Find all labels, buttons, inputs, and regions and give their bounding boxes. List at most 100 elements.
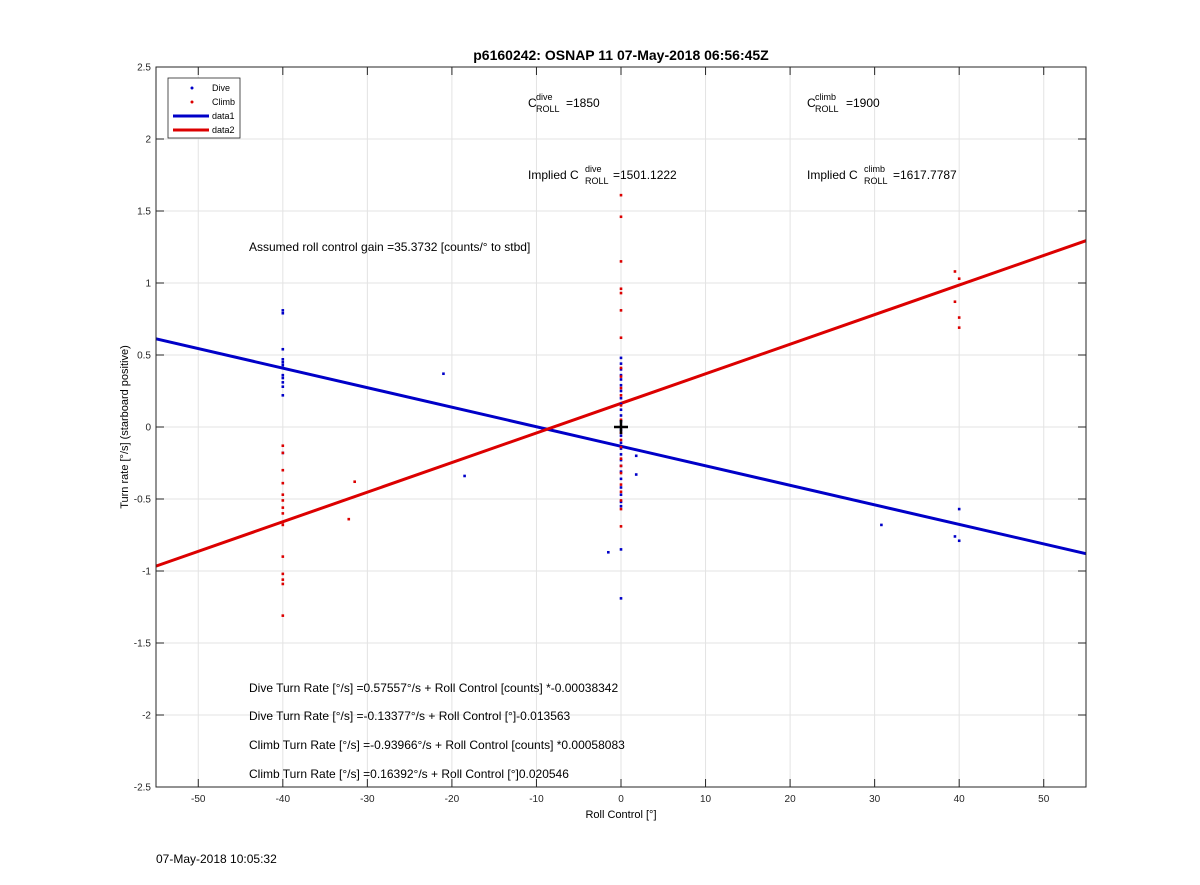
x-tick-label: -40 xyxy=(276,794,291,805)
dive-point xyxy=(619,597,623,600)
x-tick-label: -10 xyxy=(529,794,544,805)
legend-data2-label: data2 xyxy=(212,125,235,135)
climb-point xyxy=(619,438,623,442)
climb-point xyxy=(953,300,957,304)
legend-climb-label: Climb xyxy=(212,97,235,107)
dive-point xyxy=(634,473,638,476)
climb-point xyxy=(619,394,623,397)
x-tick-label: 0 xyxy=(618,794,624,805)
climb-point xyxy=(957,326,961,329)
climb-point xyxy=(619,445,623,449)
x-axis-label: Roll Control [°] xyxy=(585,809,656,821)
dive-point xyxy=(619,470,623,473)
implied-c-roll-dive-annotation: Implied C dive ROLL =1501.1222 xyxy=(528,164,677,186)
c-roll-climb-value: =1900 xyxy=(846,96,880,110)
x-tick-label: -30 xyxy=(360,794,375,805)
dive-point xyxy=(619,458,623,462)
legend-climb-marker xyxy=(190,100,194,104)
implied-dive-sub: ROLL xyxy=(585,176,609,186)
dive-point xyxy=(619,414,623,417)
y-tick-label: 0.5 xyxy=(137,351,151,362)
climb-point xyxy=(619,375,623,378)
dive-point xyxy=(619,493,623,496)
climb-point xyxy=(957,316,961,319)
climb-point xyxy=(281,451,285,455)
c-roll-dive-base: C xyxy=(528,96,537,110)
c-roll-dive-annotation: Cdive ROLL =1850 xyxy=(528,92,600,114)
climb-point xyxy=(281,468,285,472)
y-tick-label: -1 xyxy=(142,567,151,578)
climb-point xyxy=(953,270,957,273)
climb-point xyxy=(619,483,623,486)
climb-point xyxy=(347,517,351,521)
dive-point xyxy=(619,434,623,437)
dive-point xyxy=(619,362,623,365)
c-roll-dive-value: =1850 xyxy=(566,96,600,110)
dive-point xyxy=(880,523,883,527)
climb-point xyxy=(619,336,623,340)
climb-point xyxy=(619,490,623,494)
y-ticks: -2.5 -2 -1.5 -1 -0.5 0 0.5 1 1.5 2 2.5 xyxy=(134,63,1086,794)
legend: Dive Climb data1 data2 xyxy=(167,77,241,139)
implied-climb-value: =1617.7787 xyxy=(893,168,957,182)
dive-degrees-equation: Dive Turn Rate [°/s] =-0.13377°/s + Roll… xyxy=(249,709,571,723)
print-timestamp: 07-May-2018 10:05:32 xyxy=(156,852,277,866)
dive-counts-equation: Dive Turn Rate [°/s] =0.57557°/s + Roll … xyxy=(249,681,618,695)
climb-point xyxy=(619,525,623,528)
y-tick-label: -2.5 xyxy=(134,783,152,794)
legend-dive-marker xyxy=(190,86,194,90)
dive-point xyxy=(634,454,638,458)
implied-dive-sup: dive xyxy=(585,164,602,174)
dive-point xyxy=(281,381,285,384)
climb-point xyxy=(281,582,285,586)
c-roll-climb-sup: climb xyxy=(815,92,836,102)
legend-data1-label: data1 xyxy=(212,111,235,121)
y-tick-label: 1 xyxy=(145,279,151,290)
climb-point xyxy=(619,404,623,407)
dive-point xyxy=(619,453,623,456)
dive-point xyxy=(442,372,445,376)
climb-point xyxy=(619,471,623,475)
dive-point xyxy=(281,363,285,367)
dive-point xyxy=(281,385,285,388)
climb-degrees-equation: Climb Turn Rate [°/s] =0.16392°/s + Roll… xyxy=(249,767,569,781)
dive-point xyxy=(281,347,285,351)
dive-point xyxy=(281,373,285,377)
x-tick-label: 30 xyxy=(869,794,881,805)
climb-point xyxy=(619,309,623,312)
climb-point xyxy=(619,260,623,263)
climb-point xyxy=(281,506,285,509)
c-roll-climb-annotation: Cclimb ROLL =1900 xyxy=(807,92,880,114)
dive-point xyxy=(957,539,961,543)
climb-point xyxy=(281,512,285,515)
climb-point xyxy=(957,277,961,280)
climb-point xyxy=(281,444,285,448)
climb-point xyxy=(281,572,285,576)
dive-point xyxy=(281,358,285,361)
y-tick-label: -0.5 xyxy=(134,495,152,506)
climb-point xyxy=(619,287,623,291)
climb-point xyxy=(353,480,356,484)
climb-point xyxy=(619,215,623,219)
implied-dive-prefix: Implied C xyxy=(528,168,579,182)
dive-point xyxy=(619,402,623,406)
dive-point xyxy=(619,447,623,450)
dive-point xyxy=(281,360,285,364)
roll-gain-annotation: Assumed roll control gain =35.3732 [coun… xyxy=(249,240,530,254)
implied-c-roll-climb-annotation: Implied C climb ROLL =1617.7787 xyxy=(807,164,957,186)
dive-point xyxy=(957,507,961,511)
climb-point xyxy=(619,291,623,295)
legend-box xyxy=(167,77,241,139)
climb-point xyxy=(619,418,623,422)
climb-point xyxy=(281,493,285,496)
climb-point xyxy=(619,507,623,511)
climb-point xyxy=(619,386,623,390)
dive-point xyxy=(281,366,285,370)
dive-point xyxy=(463,474,466,478)
dive-point xyxy=(619,383,623,387)
dive-point xyxy=(619,548,623,551)
dive-point xyxy=(281,309,285,312)
dive-point xyxy=(281,311,285,315)
climb-point xyxy=(619,499,623,502)
climb-point xyxy=(281,578,285,581)
